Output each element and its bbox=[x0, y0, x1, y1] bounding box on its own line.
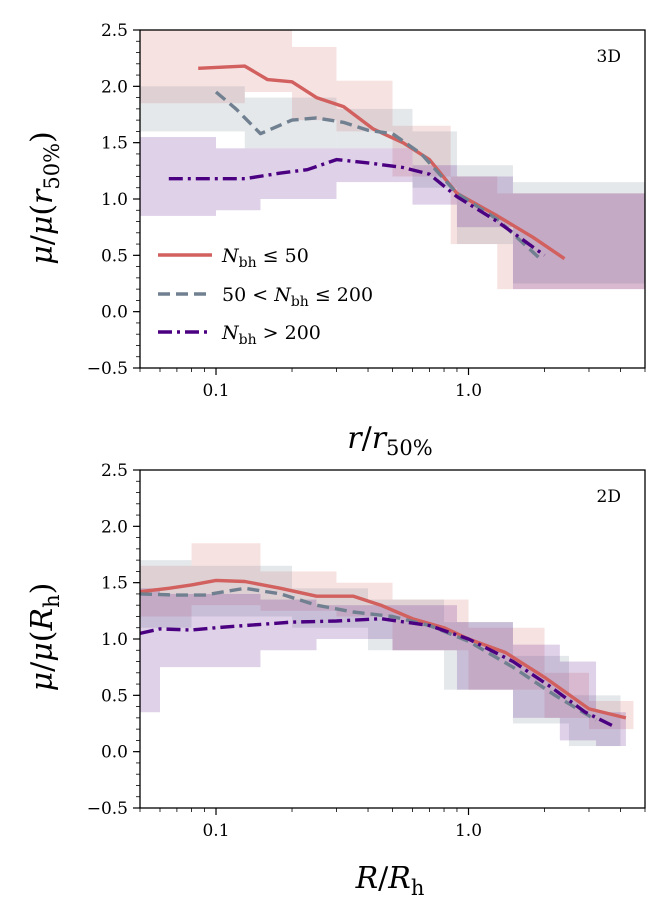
x-tick-label: 0.1 bbox=[202, 381, 229, 401]
band-series2-1 bbox=[216, 148, 261, 211]
series-lines bbox=[168, 64, 566, 261]
band-series1-1 bbox=[191, 565, 293, 617]
band-series2-2 bbox=[260, 599, 317, 651]
legend-label-2: Nbh > 200 bbox=[221, 322, 321, 348]
legend-label-0: Nbh ≤ 50 bbox=[221, 245, 309, 271]
series-line-2 bbox=[139, 617, 616, 729]
series-line-0 bbox=[139, 578, 627, 720]
panel-label-2d: 2D bbox=[597, 487, 621, 507]
y-tick-label: 1.5 bbox=[101, 574, 128, 594]
band-series2-0 bbox=[140, 137, 217, 216]
y-tick-label: 1.0 bbox=[101, 190, 128, 210]
y-tick-label: 2.0 bbox=[101, 77, 128, 97]
y-tick-label: 0.0 bbox=[101, 303, 128, 323]
band-series1-6 bbox=[568, 695, 621, 747]
y-tick-label: −0.5 bbox=[87, 799, 128, 819]
panel-3d: −0.5 0.0 0.5 1.0 1.5 2.0 2.5 0.1 1.0 3D Nbh ≤ 50… bbox=[25, 21, 646, 460]
x-tick-label: 1.0 bbox=[455, 381, 482, 401]
y-tick-label: 1.5 bbox=[101, 134, 128, 154]
series-line-1 bbox=[214, 90, 541, 259]
y-tick-label: 0.5 bbox=[101, 246, 128, 266]
y-tick-label: −0.5 bbox=[87, 359, 128, 379]
ticks: −0.5 0.0 0.5 1.0 1.5 2.0 2.5 0.1 1.0 bbox=[87, 21, 646, 401]
y-tick-label: 2.5 bbox=[101, 21, 128, 41]
ticks: −0.5 0.0 0.5 1.0 1.5 2.0 2.5 0.1 1.0 bbox=[87, 461, 646, 841]
x-axis-title-2d: R/Rh bbox=[355, 861, 425, 900]
legend-label-1: 50 < Nbh ≤ 200 bbox=[222, 284, 373, 310]
band-series2-0 bbox=[140, 588, 160, 713]
legend: Nbh ≤ 50 50 < Nbh ≤ 200 Nbh > 200 bbox=[158, 245, 373, 348]
band-series1-4 bbox=[456, 165, 513, 245]
band-series2-2 bbox=[260, 148, 337, 199]
band-series2-3 bbox=[316, 605, 393, 639]
x-tick-label: 1.0 bbox=[455, 821, 482, 841]
series-line-1 bbox=[139, 586, 597, 722]
band-series1-0 bbox=[140, 86, 245, 132]
series-lines bbox=[139, 578, 627, 729]
x-axis-title-3d: r/r50% bbox=[347, 421, 432, 460]
panel-2d: −0.5 0.0 0.5 1.0 1.5 2.0 2.5 0.1 1.0 2D R/Rh μ/μ… bbox=[25, 461, 646, 900]
uncertainty-bands bbox=[140, 30, 645, 290]
band-series0-5 bbox=[468, 627, 545, 690]
y-tick-label: 0.5 bbox=[101, 686, 128, 706]
series-line-2 bbox=[168, 157, 546, 257]
band-series2-6 bbox=[512, 193, 645, 290]
band-series1-5 bbox=[512, 182, 645, 284]
y-axis-title-2d: μ/μ(Rh) bbox=[25, 583, 64, 692]
x-tick-label: 0.1 bbox=[202, 821, 229, 841]
y-tick-label: 2.5 bbox=[101, 461, 128, 481]
y-axis-title-3d: μ/μ(r50%) bbox=[25, 131, 64, 265]
series-line-0 bbox=[198, 64, 566, 261]
y-tick-label: 1.0 bbox=[101, 630, 128, 650]
uncertainty-bands bbox=[140, 543, 634, 747]
y-tick-label: 2.0 bbox=[101, 517, 128, 537]
band-series1-1 bbox=[244, 97, 337, 149]
y-tick-label: 0.0 bbox=[101, 743, 128, 763]
panel-label-3d: 3D bbox=[597, 47, 621, 67]
band-series0-2 bbox=[292, 46, 337, 121]
